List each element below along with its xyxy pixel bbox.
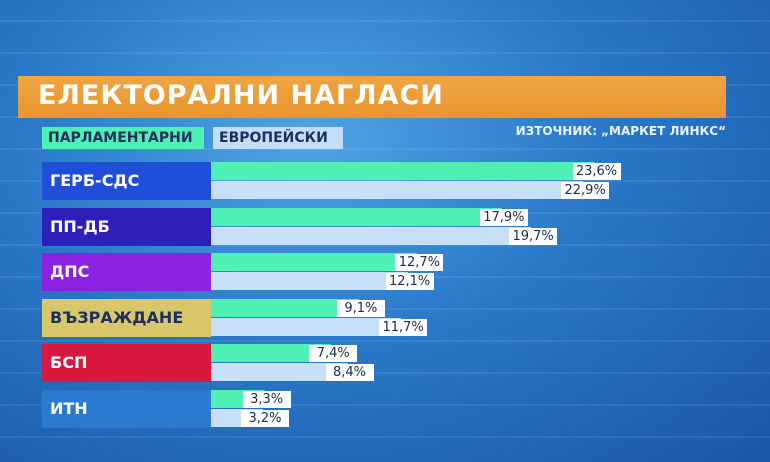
value-label-parliamentary: 9,1% [336, 299, 385, 317]
bar-european [211, 363, 348, 381]
title-bar: ЕЛЕКТОРАЛНИ НАГЛАСИ [18, 76, 726, 118]
value-label-parliamentary: 3,3% [242, 390, 291, 408]
party-label: ПП-ДБ [42, 207, 211, 246]
party-label: БСП [42, 344, 211, 382]
party-label: ВЪЗРАЖДАНЕ [42, 298, 211, 337]
bar-parliamentary [211, 298, 359, 317]
value-label-european: 11,7% [379, 318, 428, 336]
party-label: ДПС [42, 253, 211, 291]
party-label: ИТН [42, 389, 211, 428]
bar-parliamentary [211, 207, 502, 226]
bar-parliamentary [211, 162, 595, 180]
background-stripe [0, 340, 770, 342]
value-label-european: 22,9% [561, 182, 610, 199]
legend-european: ЕВРОПЕЙСКИ [213, 127, 343, 149]
value-label-parliamentary: 7,4% [309, 345, 358, 362]
chart-title: ЕЛЕКТОРАЛНИ НАГЛАСИ [38, 80, 444, 111]
value-label-parliamentary: 23,6% [572, 163, 621, 180]
source-label: ИЗТОЧНИК: „МАРКЕТ ЛИНКС“ [515, 124, 726, 138]
value-label-parliamentary: 17,9% [479, 208, 528, 226]
bar-parliamentary [211, 253, 418, 271]
legend-parliamentary: ПАРЛАМЕНТАРНИ [42, 127, 204, 149]
background-stripe [0, 404, 770, 406]
background-stripe [0, 372, 770, 374]
background-stripe [0, 52, 770, 54]
bar-european [211, 272, 408, 290]
bar-parliamentary [211, 344, 332, 362]
value-label-european: 19,7% [509, 227, 558, 245]
background-stripe [0, 244, 770, 246]
background-stripe [0, 148, 770, 150]
bar-european [211, 181, 584, 199]
background-stripe [0, 20, 770, 22]
party-label: ГЕРБ-СДС [42, 162, 211, 200]
value-label-parliamentary: 12,7% [395, 254, 444, 271]
bar-european [211, 317, 402, 336]
bar-european [211, 226, 532, 245]
value-label-european: 3,2% [241, 409, 289, 427]
background-stripe [0, 436, 770, 438]
value-label-european: 12,1% [385, 273, 434, 290]
value-label-european: 8,4% [325, 364, 374, 381]
background-stripe [0, 308, 770, 310]
